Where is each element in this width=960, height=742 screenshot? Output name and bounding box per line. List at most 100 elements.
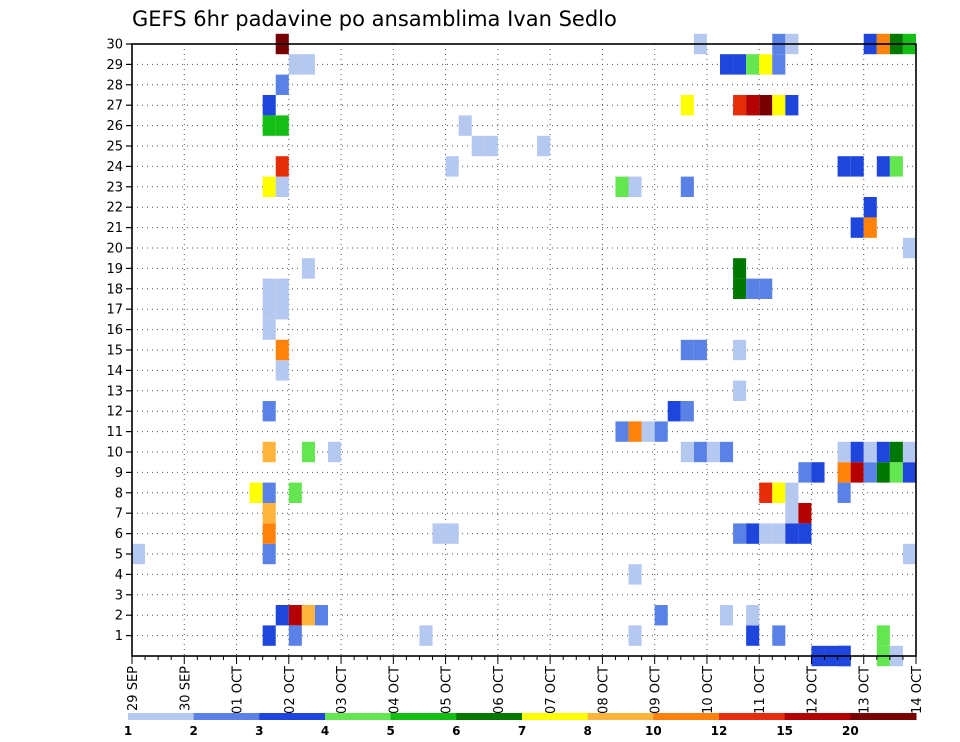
heatmap-cell bbox=[628, 564, 642, 585]
heatmap-cell bbox=[798, 503, 812, 524]
heatmap-cell bbox=[706, 441, 720, 463]
heatmap-cell bbox=[262, 299, 276, 320]
heatmap-cell bbox=[275, 74, 289, 95]
y-tick-label: 20 bbox=[106, 242, 123, 257]
colorbar-label: 7 bbox=[518, 724, 526, 738]
y-axis: 1234567891011121314151617181920212223242… bbox=[106, 38, 132, 644]
y-tick-label: 6 bbox=[115, 527, 123, 542]
colorbar-label: 20 bbox=[842, 724, 859, 738]
colorbar-swatch bbox=[850, 713, 917, 720]
heatmap-cell bbox=[850, 441, 864, 463]
heatmap-cell bbox=[772, 95, 786, 116]
colorbar-label: 1 bbox=[124, 724, 132, 738]
heatmap-cell bbox=[759, 278, 773, 299]
colorbar-label: 8 bbox=[583, 724, 591, 738]
heatmap-cell bbox=[733, 339, 747, 361]
y-tick-label: 9 bbox=[115, 466, 123, 481]
x-tick-label: 09 OCT bbox=[649, 666, 664, 714]
colorbar-label: 15 bbox=[776, 724, 793, 738]
heatmap-cell bbox=[680, 401, 694, 422]
heatmap-cell bbox=[850, 462, 864, 483]
y-tick-label: 10 bbox=[106, 446, 123, 461]
heatmap-cell bbox=[876, 156, 890, 177]
x-tick-label: 01 OCT bbox=[231, 666, 246, 714]
heatmap-cell bbox=[419, 625, 433, 646]
heatmap-cell bbox=[837, 462, 851, 483]
heatmap-cell bbox=[889, 441, 903, 463]
heatmap-cell bbox=[746, 523, 760, 544]
colorbar-label: 5 bbox=[386, 724, 394, 738]
y-tick-label: 13 bbox=[106, 384, 123, 399]
heatmap-cell bbox=[275, 115, 289, 136]
heatmap-cell bbox=[772, 54, 786, 75]
heatmap-cell bbox=[746, 95, 760, 116]
y-tick-label: 5 bbox=[115, 548, 123, 563]
colorbar-swatch bbox=[325, 713, 392, 720]
heatmap-cell bbox=[262, 441, 276, 463]
heatmap-cell bbox=[615, 421, 629, 442]
heatmap-cell bbox=[249, 482, 263, 503]
heatmap-cell bbox=[863, 441, 877, 463]
y-tick-label: 8 bbox=[115, 486, 123, 501]
heatmap-cell bbox=[262, 176, 276, 197]
heatmap-cell bbox=[798, 462, 812, 483]
heatmap-cell bbox=[275, 176, 289, 197]
x-axis: 29 SEP 30 SEP 01 OCT 02 OCT 03 OCT 04 OCT 05 O… bbox=[126, 656, 925, 714]
y-tick-label: 29 bbox=[106, 58, 123, 73]
heatmap-cell bbox=[288, 625, 302, 646]
y-tick-label: 11 bbox=[106, 425, 123, 440]
colorbar-swatch bbox=[259, 713, 326, 720]
heatmap-cell bbox=[641, 421, 655, 442]
heatmap-cell bbox=[759, 482, 773, 503]
heatmap-cell bbox=[654, 605, 668, 626]
y-tick-label: 1 bbox=[115, 629, 123, 644]
colorbar-swatch bbox=[587, 713, 654, 720]
heatmap-cell bbox=[733, 278, 747, 299]
heatmap-cell bbox=[445, 523, 459, 544]
heatmap-cell bbox=[759, 95, 773, 116]
colorbar-label: 10 bbox=[645, 724, 662, 738]
heatmap-cell bbox=[667, 401, 681, 422]
y-tick-label: 12 bbox=[106, 405, 123, 420]
x-tick-label: 11 OCT bbox=[753, 666, 768, 714]
y-tick-label: 28 bbox=[106, 78, 123, 93]
heatmap-cell bbox=[863, 197, 877, 218]
y-tick-label: 30 bbox=[106, 38, 123, 53]
x-tick-label: 06 OCT bbox=[492, 666, 507, 714]
heatmap-cell bbox=[733, 380, 747, 401]
heatmap-cell bbox=[863, 217, 877, 238]
heatmap-cell bbox=[889, 462, 903, 483]
heatmap-cell bbox=[275, 156, 289, 177]
heatmap-cell bbox=[902, 237, 916, 259]
colorbar-legend: 1 2 3 4 5 6 7 8 10 12 15 20 bbox=[124, 713, 917, 738]
heatmap-cell bbox=[837, 482, 851, 503]
y-tick-label: 22 bbox=[106, 201, 123, 216]
heatmap-cell bbox=[262, 503, 276, 524]
heatmap-cell bbox=[850, 156, 864, 177]
heatmap-cell bbox=[785, 95, 799, 116]
x-tick-label: 05 OCT bbox=[440, 666, 455, 714]
colorbar-swatch bbox=[522, 713, 589, 720]
heatmap-cell bbox=[628, 625, 642, 646]
heatmap-cell bbox=[328, 441, 342, 463]
heatmap-cell bbox=[720, 54, 734, 75]
heatmap-cell bbox=[262, 543, 276, 565]
y-tick-label: 16 bbox=[106, 323, 123, 338]
heatmap-cell bbox=[262, 319, 276, 340]
heatmap-cell bbox=[680, 441, 694, 463]
colorbar-label: 4 bbox=[321, 724, 329, 738]
y-tick-label: 26 bbox=[106, 119, 123, 134]
colorbar-swatch bbox=[719, 713, 786, 720]
heatmap-cell bbox=[288, 482, 302, 503]
heatmap-cell bbox=[759, 523, 773, 544]
heatmap-cell bbox=[628, 176, 642, 197]
heatmap-cell bbox=[628, 421, 642, 442]
heatmap-cell bbox=[275, 299, 289, 320]
heatmap-cells bbox=[132, 33, 916, 667]
heatmap-cell bbox=[275, 278, 289, 299]
y-tick-label: 27 bbox=[106, 99, 123, 114]
heatmap-cell bbox=[301, 258, 315, 279]
heatmap-cell bbox=[837, 156, 851, 177]
colorbar-label: 2 bbox=[189, 724, 197, 738]
